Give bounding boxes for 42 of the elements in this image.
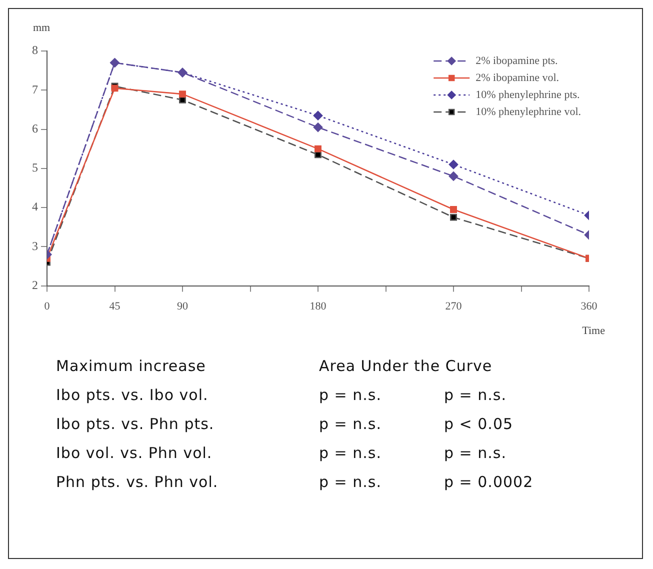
legend-label: 2% ibopamine pts. xyxy=(476,54,558,67)
legend-label: 2% ibopamine vol. xyxy=(476,72,560,84)
text: p = n.s. xyxy=(319,386,382,404)
y-tick-label: 3 xyxy=(32,238,38,253)
text: p = n.s. xyxy=(444,386,508,404)
text: Ibo pts. vs. Phn pts. xyxy=(56,414,216,432)
text: p = n.s. xyxy=(444,444,508,462)
y-tick-label: 8 xyxy=(32,43,38,58)
y-tick-label: 5 xyxy=(32,160,38,175)
point xyxy=(314,145,322,152)
text: p = n.s. xyxy=(319,472,382,490)
text: Ibo vol. vs. Phn vol. xyxy=(56,444,214,462)
text: p = n.s. xyxy=(319,444,382,462)
point xyxy=(179,90,186,98)
text: Ibo pts. vs. Ibo vol. xyxy=(56,386,210,404)
point xyxy=(450,206,457,213)
text: p = n.s. xyxy=(319,414,382,432)
point xyxy=(450,214,457,221)
y-tick-label: 4 xyxy=(32,200,38,214)
text: p = 0.0002 xyxy=(444,472,534,490)
point xyxy=(179,96,186,104)
point xyxy=(448,172,458,181)
x-tick-label: 180 xyxy=(310,300,327,312)
point xyxy=(313,110,323,120)
x-tick-label: 0 xyxy=(44,300,50,312)
text: Area Under the Curve xyxy=(319,356,494,374)
y-tick-label: 6 xyxy=(32,121,38,136)
y-tick-label: 2 xyxy=(32,278,38,292)
text: Phn pts. vs. Phn vol. xyxy=(56,472,220,490)
text: p < 0.05 xyxy=(444,414,514,432)
x-tick-label: 360 xyxy=(580,300,598,312)
y-axis-title: mm xyxy=(33,22,51,34)
x-tick-label: 45 xyxy=(109,300,121,312)
y-tick-label: 7 xyxy=(32,82,38,96)
point xyxy=(313,122,323,132)
x-tick-label: 90 xyxy=(177,300,188,312)
point xyxy=(448,160,458,170)
x-axis-title: Time xyxy=(582,324,606,337)
x-tick-label: 270 xyxy=(445,300,462,312)
legend-label: 10% phenylephrine vol. xyxy=(476,106,582,118)
legend-label: 10% phenylephrine pts. xyxy=(476,88,580,101)
text: Maximum increase xyxy=(56,356,207,374)
